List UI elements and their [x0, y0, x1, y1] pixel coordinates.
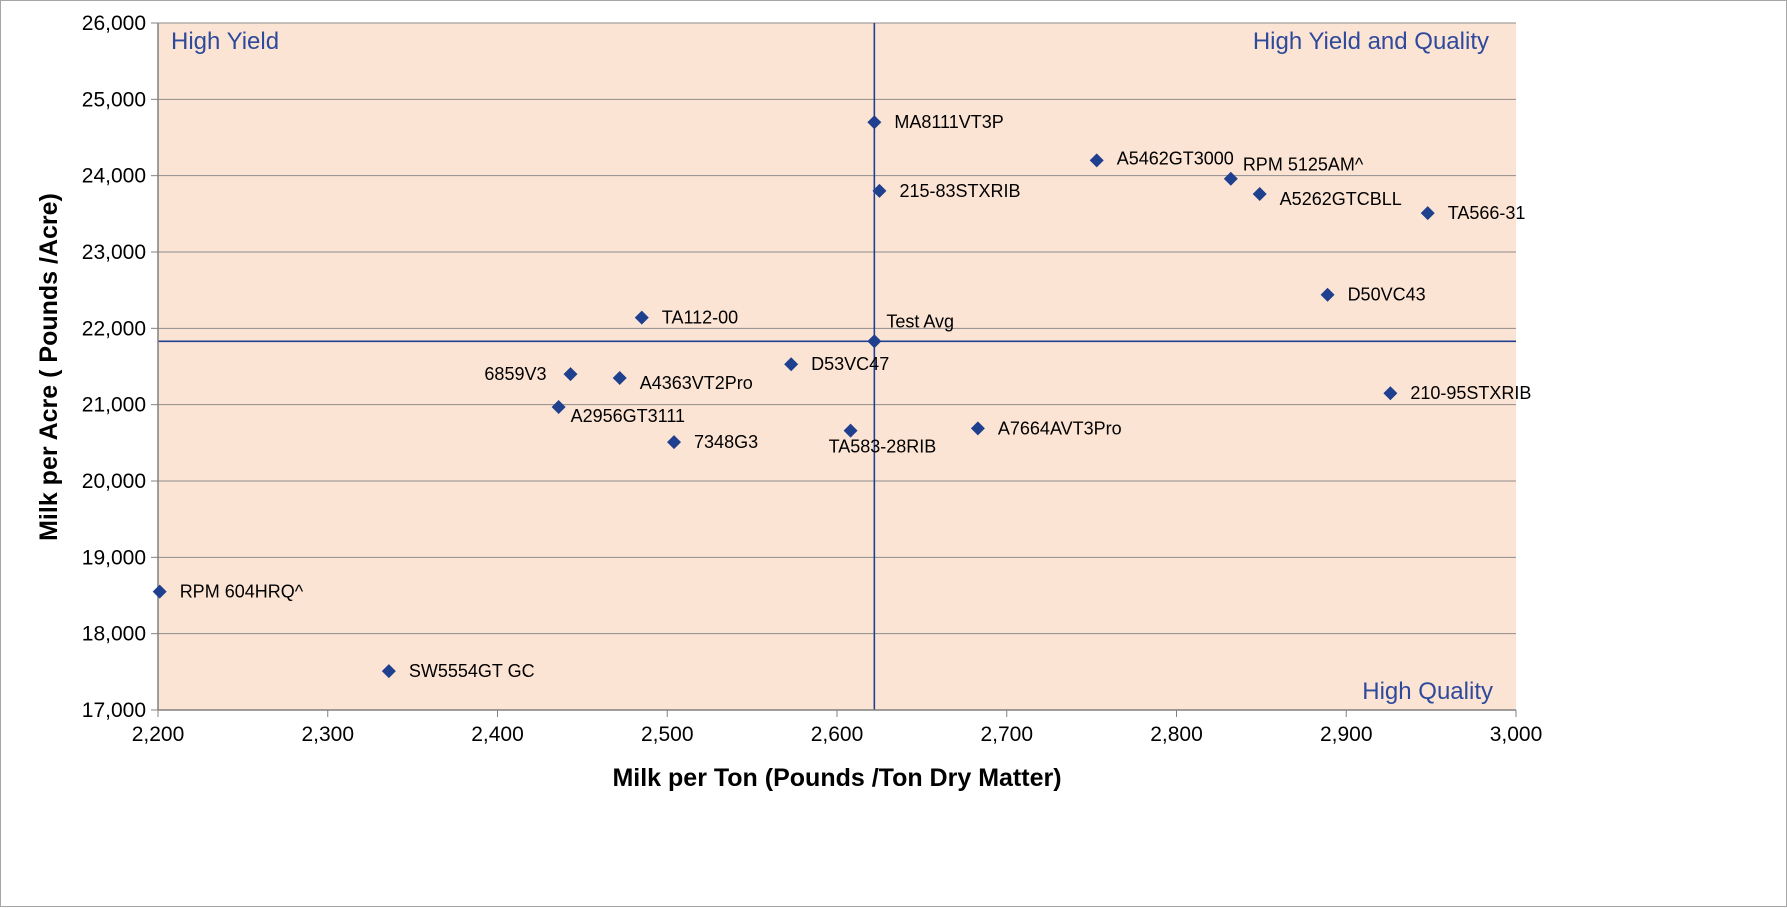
data-point-marker — [867, 334, 882, 349]
y-tick-label: 26,000 — [82, 12, 146, 35]
data-point-label: 210-95STXRIB — [1410, 383, 1531, 403]
data-point-marker — [563, 367, 578, 382]
data-point-label: A2956GT3111 — [571, 406, 685, 426]
data-point-marker — [381, 664, 396, 679]
data-point-label: 215-83STXRIB — [899, 181, 1020, 201]
y-tick-label: 20,000 — [82, 470, 146, 493]
data-point-marker — [152, 584, 167, 599]
y-tick-label: 23,000 — [82, 241, 146, 264]
y-tick-label: 21,000 — [82, 394, 146, 417]
data-point-label: D53VC47 — [811, 354, 889, 374]
x-axis-title: Milk per Ton (Pounds /Ton Dry Matter) — [612, 764, 1061, 792]
data-point-marker — [1089, 153, 1104, 168]
y-tick-labels: 17,000 18,000 19,000 20,000 21,000 22,000 23,0… — [82, 12, 146, 722]
x-tick-label: 2,600 — [811, 723, 864, 746]
data-point-marker — [1223, 171, 1238, 186]
data-point-marker — [1383, 386, 1398, 401]
y-tick-label: 22,000 — [82, 317, 146, 340]
data-point-marker — [970, 421, 985, 436]
quadrant-label-top-left: High Yield — [171, 28, 279, 55]
data-point-marker — [867, 115, 882, 130]
gridlines — [158, 22, 1516, 711]
data-point-label: 6859V3 — [484, 364, 546, 384]
data-point-label: A7664AVT3Pro — [998, 418, 1122, 438]
x-tick-labels: 2,200 2,300 2,400 2,500 2,600 2,700 2,800 2,900… — [132, 723, 1543, 746]
data-point-label: TA112-00 — [662, 308, 738, 328]
data-point-marker — [634, 310, 649, 325]
x-tick-label: 2,500 — [641, 723, 694, 746]
y-tick-label: 17,000 — [82, 699, 146, 722]
data-point-marker — [1420, 206, 1435, 221]
data-point-label: RPM 604HRQ^ — [180, 582, 304, 602]
data-point-label: TA583-28RIB — [829, 437, 937, 457]
x-tick-label: 2,200 — [132, 723, 185, 746]
data-point-label: A4363VT2Pro — [640, 373, 753, 393]
reference-lines — [158, 23, 1516, 710]
data-point-marker — [1252, 186, 1267, 201]
x-tick-label: 3,000 — [1490, 723, 1543, 746]
data-point-label: TA566-31 — [1448, 203, 1526, 223]
quadrant-label-top-right: High Yield and Quality — [1253, 28, 1489, 55]
data-point-marker — [843, 423, 858, 438]
data-point-label: 7348G3 — [694, 432, 758, 452]
data-point-label: A5462GT3000 — [1117, 148, 1234, 168]
data-point-marker — [1320, 287, 1335, 302]
data-points — [152, 115, 1435, 679]
x-tick-label: 2,700 — [980, 723, 1033, 746]
y-tick-label: 24,000 — [82, 165, 146, 188]
data-point-marker — [612, 370, 627, 385]
y-tick-label: 25,000 — [82, 88, 146, 111]
y-tick-label: 19,000 — [82, 546, 146, 569]
data-point-marker — [551, 399, 566, 414]
point-labels: MA8111VT3P A5462GT3000 RPM 5125AM^ 215-83ST… — [180, 112, 1532, 681]
y-tick-label: 18,000 — [82, 623, 146, 646]
data-point-marker — [667, 435, 682, 450]
data-point-marker — [784, 357, 799, 372]
quadrant-label-bottom-right: High Quality — [1362, 678, 1493, 705]
plot-area — [158, 23, 1516, 710]
x-tick-label: 2,300 — [301, 723, 354, 746]
y-axis-title: Milk per Acre ( Pounds /Acre) — [35, 193, 63, 541]
data-point-marker — [872, 183, 887, 198]
data-point-label: D50VC43 — [1348, 285, 1426, 305]
x-tick-label: 2,800 — [1150, 723, 1203, 746]
data-point-label: Test Avg — [886, 311, 954, 331]
data-point-label: MA8111VT3P — [894, 112, 1003, 132]
data-point-label: A5262GTCBLL — [1280, 189, 1402, 209]
data-point-label: SW5554GT GC — [409, 661, 535, 681]
data-point-label: RPM 5125AM^ — [1243, 155, 1364, 175]
x-tick-label: 2,900 — [1320, 723, 1373, 746]
x-tick-label: 2,400 — [471, 723, 524, 746]
